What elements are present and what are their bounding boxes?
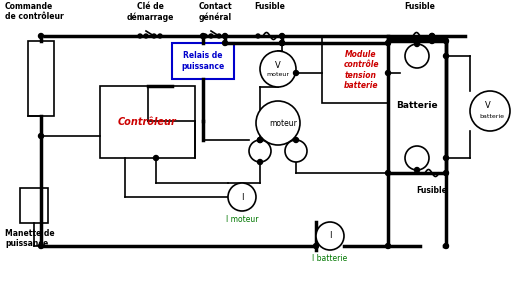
Circle shape bbox=[249, 140, 271, 162]
Text: Clé de
démarrage: Clé de démarrage bbox=[126, 2, 174, 22]
Circle shape bbox=[405, 44, 429, 68]
Circle shape bbox=[39, 244, 43, 249]
Bar bbox=[28, 41, 54, 116]
Circle shape bbox=[386, 244, 390, 249]
Bar bbox=[172, 43, 234, 79]
Circle shape bbox=[470, 91, 510, 131]
Text: Batterie: Batterie bbox=[396, 101, 438, 110]
Circle shape bbox=[386, 171, 390, 175]
Text: Fusible: Fusible bbox=[405, 2, 436, 11]
Circle shape bbox=[430, 33, 435, 38]
Circle shape bbox=[158, 34, 162, 38]
Circle shape bbox=[203, 34, 207, 38]
Bar bbox=[322, 37, 400, 103]
Bar bbox=[20, 188, 48, 223]
Text: batterie: batterie bbox=[479, 114, 505, 120]
Circle shape bbox=[294, 138, 299, 143]
Circle shape bbox=[39, 33, 43, 38]
Circle shape bbox=[430, 38, 435, 43]
Circle shape bbox=[222, 33, 228, 38]
Bar bbox=[100, 86, 195, 158]
Circle shape bbox=[280, 40, 284, 45]
Text: V: V bbox=[275, 61, 281, 70]
Text: moteur: moteur bbox=[266, 72, 289, 77]
Circle shape bbox=[228, 183, 256, 211]
Circle shape bbox=[294, 70, 299, 75]
Text: Relais de
puissance: Relais de puissance bbox=[181, 51, 225, 71]
Circle shape bbox=[430, 33, 435, 38]
Circle shape bbox=[443, 54, 449, 58]
Circle shape bbox=[258, 138, 263, 143]
Circle shape bbox=[285, 140, 307, 162]
Text: moteur: moteur bbox=[269, 118, 297, 127]
Circle shape bbox=[280, 34, 284, 38]
Text: I: I bbox=[329, 232, 331, 240]
Circle shape bbox=[258, 159, 263, 164]
Text: Fusible: Fusible bbox=[417, 186, 448, 195]
Circle shape bbox=[443, 155, 449, 161]
Circle shape bbox=[223, 34, 227, 38]
Text: Manette de
puissance: Manette de puissance bbox=[5, 229, 55, 249]
Bar bbox=[388, 38, 446, 173]
Circle shape bbox=[415, 168, 420, 173]
Text: Commande
de contrôleur: Commande de contrôleur bbox=[5, 2, 64, 22]
Circle shape bbox=[217, 34, 221, 38]
Circle shape bbox=[256, 34, 260, 38]
Circle shape bbox=[260, 51, 296, 87]
Circle shape bbox=[200, 33, 205, 38]
Circle shape bbox=[405, 146, 429, 170]
Text: I batterie: I batterie bbox=[313, 254, 348, 263]
Text: I moteur: I moteur bbox=[226, 215, 258, 224]
Circle shape bbox=[153, 155, 159, 161]
Circle shape bbox=[386, 70, 390, 75]
Circle shape bbox=[443, 244, 449, 249]
Circle shape bbox=[386, 40, 390, 45]
Text: Fusible: Fusible bbox=[254, 2, 285, 11]
Text: V: V bbox=[485, 102, 491, 111]
Circle shape bbox=[138, 34, 142, 38]
Circle shape bbox=[222, 40, 228, 45]
Circle shape bbox=[415, 42, 420, 47]
Circle shape bbox=[443, 171, 449, 175]
Circle shape bbox=[256, 101, 300, 145]
Circle shape bbox=[280, 40, 284, 45]
Circle shape bbox=[144, 34, 148, 38]
Circle shape bbox=[280, 33, 284, 38]
Circle shape bbox=[152, 34, 156, 38]
Circle shape bbox=[316, 222, 344, 250]
Text: Contrôleur: Contrôleur bbox=[118, 117, 177, 127]
Circle shape bbox=[258, 138, 263, 143]
Circle shape bbox=[209, 34, 213, 38]
Text: I: I bbox=[241, 193, 243, 201]
Circle shape bbox=[39, 134, 43, 139]
Circle shape bbox=[314, 244, 318, 249]
Text: Module
contrôle
tension
batterie: Module contrôle tension batterie bbox=[344, 50, 379, 90]
Circle shape bbox=[443, 38, 449, 43]
Text: Contact
général: Contact général bbox=[198, 2, 232, 22]
